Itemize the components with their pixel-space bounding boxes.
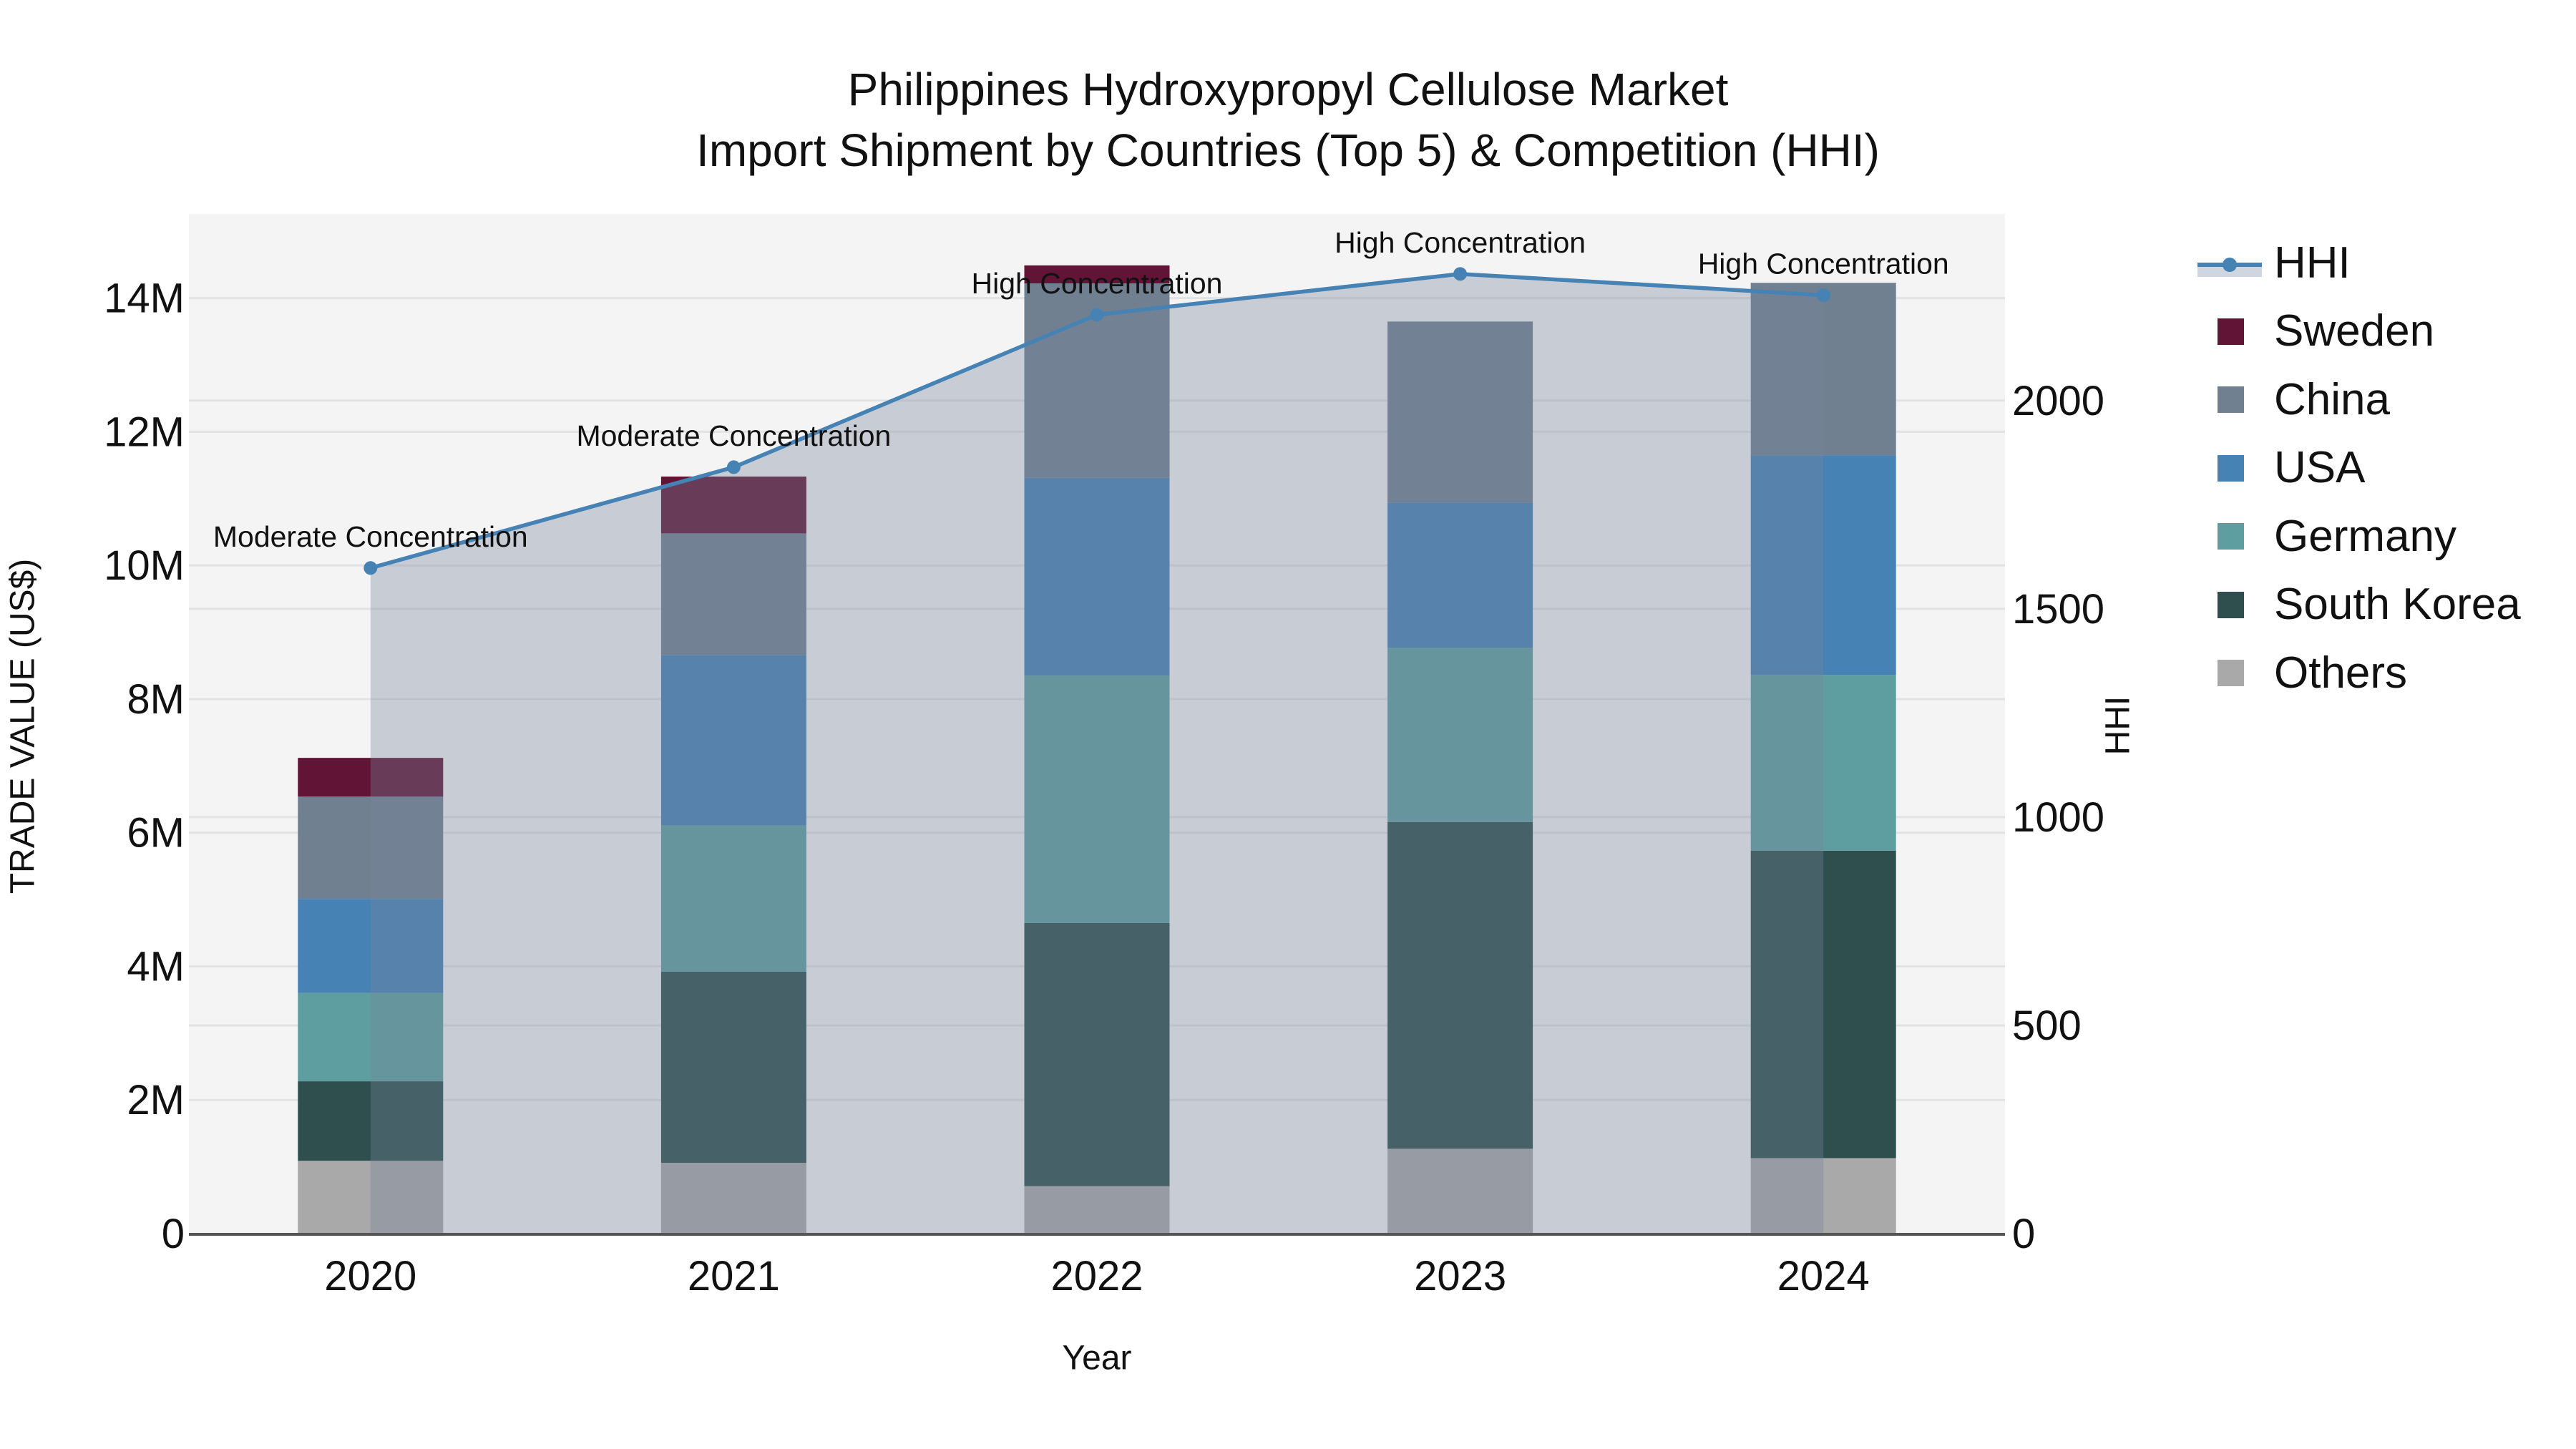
bar-segment-usa[interactable]: [298, 899, 444, 993]
y-left-tick-label: 2M: [127, 1077, 185, 1123]
bar-2020[interactable]: [298, 758, 444, 1234]
hhi-annotation: Moderate Concentration: [576, 419, 891, 452]
bar-segment-sweden[interactable]: [298, 758, 444, 797]
bar-2022[interactable]: [1024, 265, 1170, 1234]
bar-segment-china[interactable]: [660, 533, 806, 655]
y-axis-left-title: TRADE VALUE (US$): [4, 558, 42, 894]
bar-segment-south-korea[interactable]: [1750, 850, 1896, 1158]
x-tick-label: 2024: [1777, 1253, 1870, 1299]
x-tick-label: 2022: [1050, 1253, 1143, 1299]
bar-segment-south-korea[interactable]: [1387, 821, 1533, 1149]
bar-segment-china[interactable]: [298, 796, 444, 899]
bar-segment-germany[interactable]: [1024, 675, 1170, 923]
y-left-tick-label: 10M: [104, 542, 185, 589]
y-left-tick-label: 12M: [104, 409, 185, 455]
legend-label: HHI: [2274, 238, 2351, 288]
bar-segment-usa[interactable]: [660, 655, 806, 826]
hhi-area-fill: [370, 273, 1824, 1234]
bar-segment-usa[interactable]: [1024, 477, 1170, 676]
line-marker-icon: [2197, 257, 2262, 277]
bar-2023[interactable]: [1387, 321, 1533, 1234]
bar-segment-germany[interactable]: [298, 992, 444, 1082]
hhi-annotation: High Concentration: [1335, 226, 1586, 259]
bar-segment-usa[interactable]: [1387, 502, 1533, 648]
bar-2021[interactable]: [660, 476, 806, 1234]
x-tick-label: 2020: [324, 1253, 416, 1299]
legend-label: Sweden: [2274, 306, 2435, 356]
y-right-tick-label: 1000: [2012, 794, 2104, 841]
hhi-marker-2021[interactable]: [726, 460, 741, 474]
bar-segment-sweden[interactable]: [1024, 265, 1170, 284]
bar-segment-sweden[interactable]: [660, 476, 806, 534]
legend-label: China: [2274, 374, 2390, 424]
legend-label: South Korea: [2274, 580, 2521, 630]
bar-segment-germany[interactable]: [1750, 675, 1896, 851]
y-right-tick-label: 500: [2012, 1002, 2082, 1049]
hhi-marker-2023[interactable]: [1453, 267, 1468, 281]
swatch-square-icon: [2218, 660, 2244, 687]
bar-segment-south-korea[interactable]: [1024, 922, 1170, 1186]
bar-segment-germany[interactable]: [660, 825, 806, 972]
swatch-square-icon: [2218, 523, 2244, 550]
hhi-line: [364, 267, 1830, 575]
hhi-annotation: High Concentration: [1698, 248, 1949, 280]
x-axis-title: Year: [1062, 1339, 1132, 1377]
y-right-tick-label: 0: [2012, 1211, 2035, 1257]
hhi-annotation: Moderate Concentration: [213, 520, 528, 553]
swatch-square-icon: [2218, 386, 2244, 414]
hhi-marker-2022[interactable]: [1090, 308, 1104, 322]
y-axis-right-title: HHI: [2099, 696, 2137, 756]
chart-title-line-2: Import Shipment by Countries (Top 5) & C…: [696, 125, 1880, 176]
swatch-square-icon: [2218, 318, 2244, 345]
bar-segment-usa[interactable]: [1750, 455, 1896, 675]
stacked-bars: [298, 265, 1896, 1234]
axes: 0 2M 4M 6M 8M 10M 12M 14M 0 500 1000 1500 2000 2020 20…: [104, 275, 2104, 1299]
hhi-annotation: High Concentration: [972, 267, 1223, 300]
x-tick-label: 2021: [688, 1253, 780, 1299]
bar-segment-china[interactable]: [1387, 321, 1533, 503]
chart-title-line-1: Philippines Hydroxypropyl Cellulose Mark…: [847, 64, 1729, 115]
bar-segment-china[interactable]: [1750, 283, 1896, 456]
y-left-tick-label: 8M: [127, 676, 185, 723]
hhi-marker-2020[interactable]: [364, 561, 378, 575]
y-left-tick-label: 4M: [127, 943, 185, 990]
bar-segment-others[interactable]: [298, 1161, 444, 1234]
hhi-area: [370, 273, 1824, 1234]
swatch-square-icon: [2218, 591, 2244, 618]
y-left-tick-label: 0: [162, 1211, 185, 1257]
bar-segment-south-korea[interactable]: [660, 971, 806, 1163]
hhi-marker-2024[interactable]: [1816, 288, 1830, 303]
y-left-tick-label: 6M: [127, 810, 185, 857]
legend-label: Germany: [2274, 511, 2457, 561]
bar-segment-south-korea[interactable]: [298, 1081, 444, 1161]
bar-segment-others[interactable]: [1024, 1186, 1170, 1234]
y-right-tick-label: 2000: [2012, 378, 2104, 424]
bar-segment-others[interactable]: [1387, 1148, 1533, 1234]
bar-2024[interactable]: [1750, 283, 1896, 1234]
legend-label: Others: [2274, 648, 2408, 698]
bar-segment-others[interactable]: [660, 1163, 806, 1234]
x-tick-label: 2023: [1414, 1253, 1506, 1299]
y-left-tick-label: 14M: [104, 275, 185, 322]
swatch-square-icon: [2218, 454, 2244, 482]
legend-label: USA: [2274, 443, 2366, 493]
bar-segment-germany[interactable]: [1387, 648, 1533, 822]
y-right-tick-label: 1500: [2012, 586, 2104, 633]
bar-segment-others[interactable]: [1750, 1158, 1896, 1234]
hhi-annotations: Moderate Concentration Moderate Concentra…: [213, 226, 1949, 553]
